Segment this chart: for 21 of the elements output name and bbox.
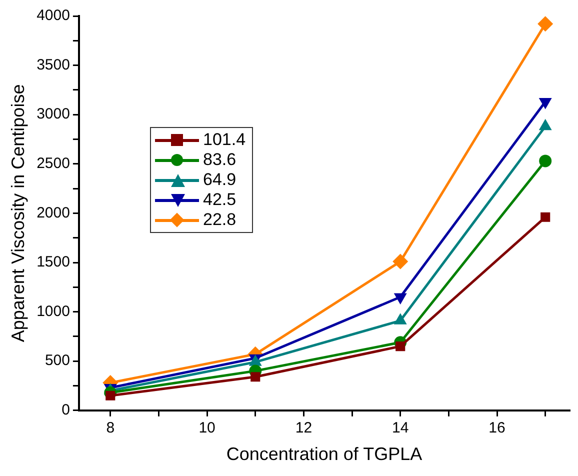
y-tick-label: 3500 [36,56,70,74]
y-tick-label: 1000 [36,302,70,320]
y-axis-title: Apparent Viscosity in Centipoise [8,84,28,342]
x-tick-label: 12 [295,420,312,437]
y-tick-label: 4000 [36,7,70,24]
x-tick-label: 16 [488,420,506,437]
y-tick-label: 0 [62,402,70,419]
legend-label: 22.8 [203,210,236,230]
y-tick-label: 2000 [36,204,70,222]
x-tick-label: 8 [106,420,115,437]
x-tick-label: 10 [198,420,216,437]
legend-label: 83.6 [203,150,236,170]
legend-label: 101.4 [203,130,246,150]
y-tick-label: 2500 [36,155,70,172]
x-axis-title: Concentration of TGPLA [226,444,422,464]
y-tick-label: 1500 [36,254,70,271]
legend-label: 64.9 [203,170,236,190]
x-tick-label: 14 [392,420,409,437]
legend-label: 42.5 [203,190,236,210]
y-tick-label: 500 [44,352,70,370]
y-tick-label: 3000 [36,106,70,123]
